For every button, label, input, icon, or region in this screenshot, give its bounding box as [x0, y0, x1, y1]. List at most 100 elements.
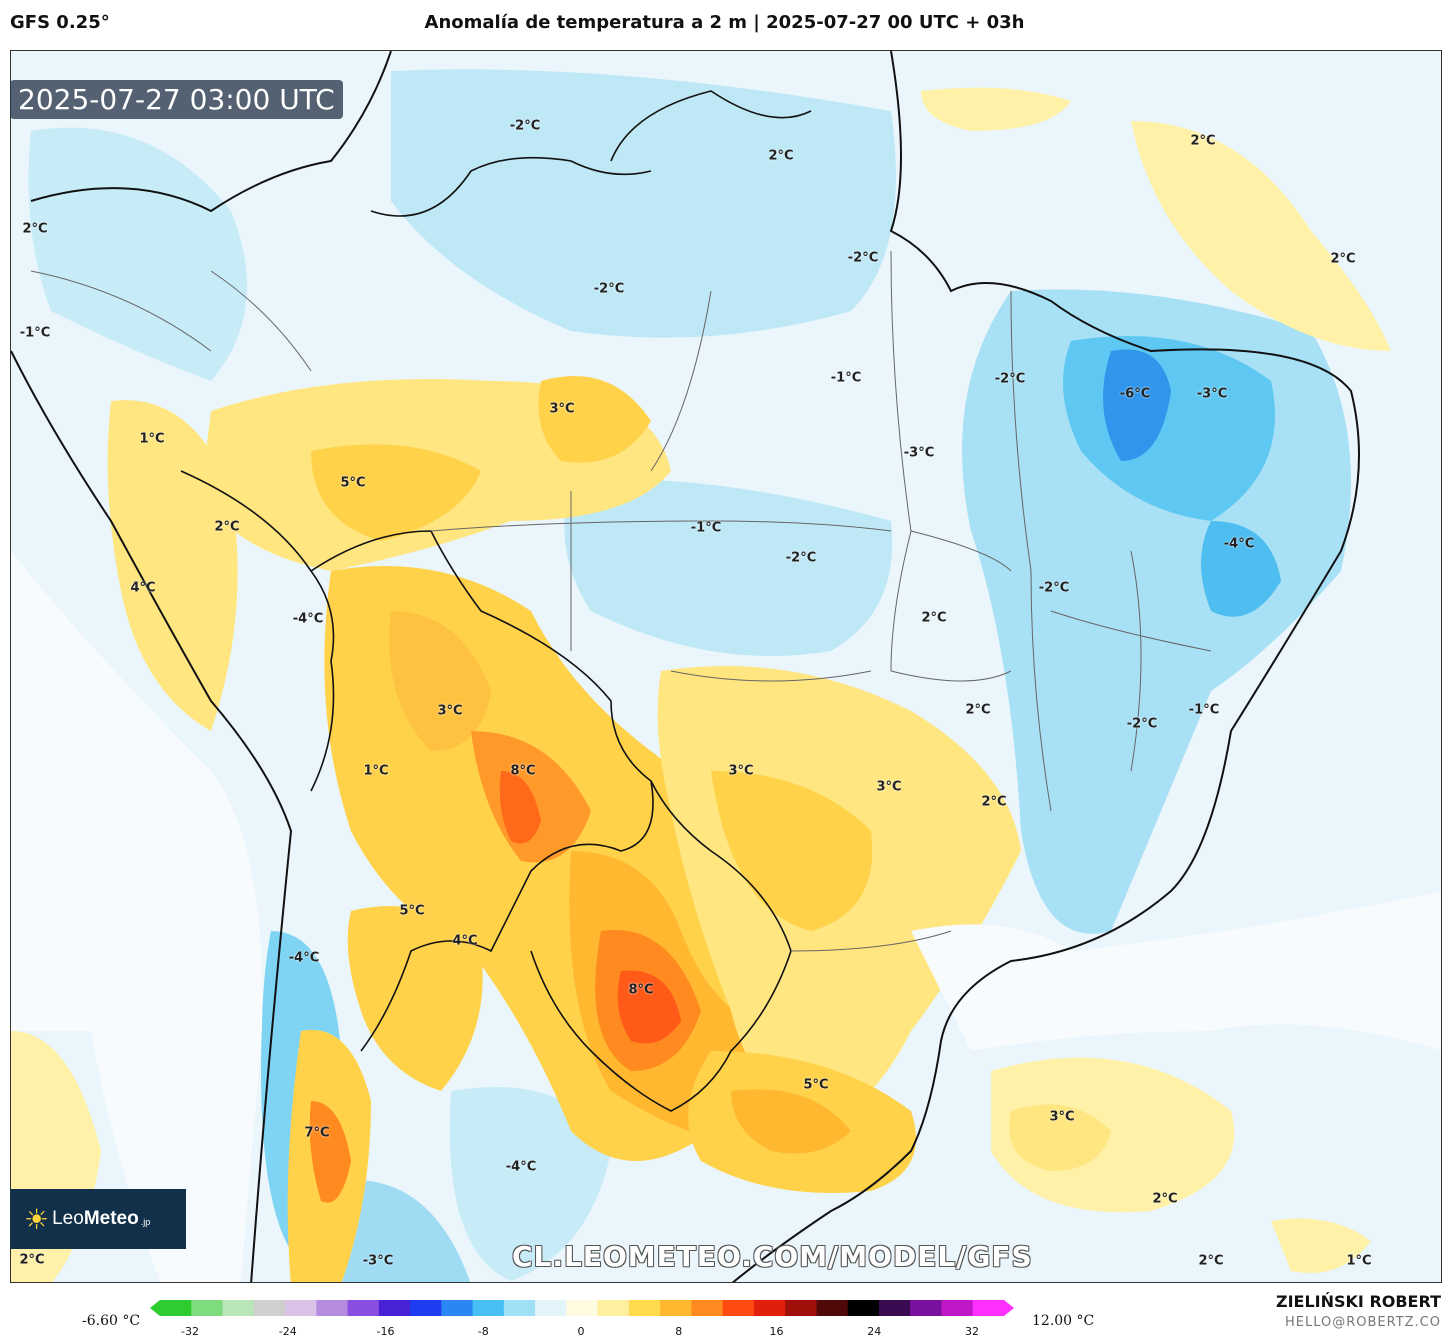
contour-label: 2°C: [214, 519, 240, 535]
contour-label: 1°C: [363, 763, 389, 779]
colorbar-swatch: [222, 1300, 255, 1316]
colorbar-swatch: [941, 1300, 974, 1316]
colorbar-swatch: [316, 1300, 349, 1316]
contour-label: 1°C: [139, 431, 165, 447]
contour-label: 2°C: [921, 610, 947, 626]
contour-label: -2°C: [1038, 580, 1070, 596]
contour-label: -4°C: [288, 950, 320, 966]
contour-label: -2°C: [785, 550, 817, 566]
contour-label: 5°C: [803, 1077, 829, 1093]
colorbar-swatch: [753, 1300, 786, 1316]
colorbar-tick-label: -8: [477, 1325, 489, 1338]
colorbar-swatch: [972, 1300, 1005, 1316]
contour-label: -2°C: [593, 281, 625, 297]
logo-text-light: Leo: [52, 1208, 84, 1229]
contour-label: -1°C: [19, 325, 51, 341]
author-name: ZIELIŃSKI ROBERT: [1275, 1292, 1441, 1311]
contour-label: 2°C: [19, 1252, 45, 1268]
colorbar-swatch: [410, 1300, 442, 1316]
contour-label: 5°C: [340, 475, 366, 491]
logo-suffix: .jp: [140, 1217, 151, 1227]
colorbar-tick-label: 24: [867, 1325, 882, 1338]
colorbar-tick-label: 0: [577, 1325, 585, 1338]
contour-label: 8°C: [510, 763, 536, 779]
valid-time-badge: 2025-07-27 03:00 UTC: [10, 80, 343, 119]
colorbar-swatch: [847, 1300, 880, 1316]
colorbar-swatch: [535, 1300, 567, 1316]
contour-label: -2°C: [509, 118, 541, 134]
contour-label: 4°C: [130, 580, 156, 596]
colorbar-swatch: [347, 1300, 380, 1316]
colorbar-tick-label: 32: [965, 1325, 979, 1338]
map-canvas: [11, 51, 1441, 1282]
colorbar-swatch: [253, 1300, 286, 1316]
contour-label: -1°C: [1188, 702, 1220, 718]
contour-label: 3°C: [1049, 1109, 1075, 1125]
contour-label: -4°C: [505, 1159, 537, 1175]
watermark-url: CL.LEOMETEO.COM/MODEL/GFS: [512, 1240, 1033, 1273]
contour-label: 8°C: [628, 982, 654, 998]
contour-label: -2°C: [1126, 716, 1158, 732]
colorbar-min-label: -6.60 °C: [82, 1313, 141, 1329]
colorbar-swatch: [378, 1300, 411, 1316]
colorbar-swatch: [191, 1300, 224, 1316]
contour-label: 2°C: [768, 148, 794, 164]
contour-label: 4°C: [452, 933, 478, 949]
anomaly-map[interactable]: -2°C 2°C 2°C 2°C -2°C 2°C -2°C -1°C -1°C -2°C -6°C…: [10, 50, 1442, 1283]
colorbar-swatch: [566, 1300, 599, 1316]
colorbar-swatch: [722, 1300, 755, 1316]
contour-label: 1°C: [1346, 1253, 1372, 1269]
contour-label: -3°C: [1196, 386, 1228, 402]
colorbar-swatch: [160, 1300, 192, 1316]
contour-label: 2°C: [1190, 133, 1216, 149]
model-name: GFS 0.25°: [10, 12, 110, 33]
colorbar-swatch: [691, 1300, 724, 1316]
contour-label: 2°C: [965, 702, 991, 718]
colorbar: [150, 1300, 1014, 1316]
colorbar-swatch: [910, 1300, 942, 1316]
map-title: Anomalía de temperatura a 2 m | 2025-07-…: [424, 12, 1025, 33]
contour-label: -3°C: [362, 1253, 394, 1269]
colorbar-swatch: [660, 1300, 692, 1316]
colorbar-swatch: [878, 1300, 911, 1316]
contour-label: -1°C: [690, 520, 722, 536]
colorbar-tick-label: 16: [769, 1325, 784, 1338]
contour-label: -6°C: [1119, 386, 1151, 402]
contour-label: -1°C: [830, 370, 862, 386]
contour-label: 2°C: [1198, 1253, 1224, 1269]
contour-label: 3°C: [437, 703, 463, 719]
colorbar-swatch: [597, 1300, 630, 1316]
contour-label: -2°C: [994, 371, 1026, 387]
contour-label: 3°C: [876, 779, 902, 795]
colorbar-swatch: [785, 1300, 817, 1316]
logo-text-bold: Meteo: [83, 1208, 139, 1229]
colorbar-min-arrow: [150, 1300, 160, 1316]
contour-label: 2°C: [1330, 251, 1356, 267]
colorbar-max-label: 12.00 °C: [1032, 1313, 1095, 1329]
contour-label: 7°C: [304, 1125, 330, 1141]
colorbar-tick-label: 8: [675, 1325, 683, 1338]
sun-icon: ☀: [24, 1203, 50, 1235]
contour-label: 3°C: [728, 763, 754, 779]
colorbar-tick-label: -16: [376, 1325, 395, 1338]
contour-label: -3°C: [903, 445, 935, 461]
contour-label: -2°C: [847, 250, 879, 266]
leometeo-logo[interactable]: ☀ Leo Meteo .jp: [10, 1189, 186, 1249]
colorbar-swatch: [503, 1300, 536, 1316]
contour-label: 2°C: [22, 221, 48, 237]
contour-label: 3°C: [549, 401, 575, 417]
colorbar-swatch: [816, 1300, 849, 1316]
contour-label: 2°C: [981, 794, 1007, 810]
colorbar-max-arrow: [1004, 1300, 1014, 1316]
colorbar-swatch: [628, 1300, 661, 1316]
contour-label: -4°C: [1223, 536, 1255, 552]
author-email: HELLO@ROBERTZ.CO: [1284, 1315, 1441, 1330]
colorbar-tick-label: -24: [278, 1325, 297, 1338]
colorbar-swatch: [441, 1300, 474, 1316]
contour-label: 2°C: [1152, 1191, 1178, 1207]
colorbar-tick-label: -32: [181, 1325, 199, 1338]
colorbar-swatch: [472, 1300, 505, 1316]
contour-label: 5°C: [399, 903, 425, 919]
colorbar-swatch: [285, 1300, 317, 1316]
contour-label: -4°C: [292, 611, 324, 627]
